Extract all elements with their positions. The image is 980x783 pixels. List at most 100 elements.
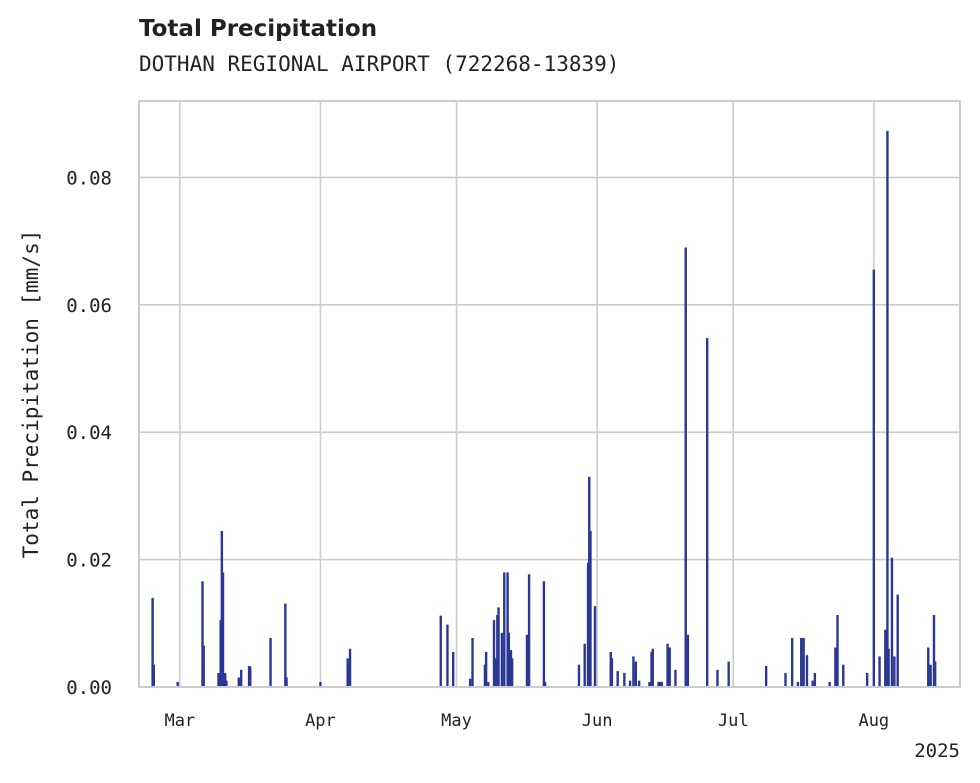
precip-bar: [249, 666, 252, 687]
precip-bar: [527, 574, 531, 687]
precip-bar: [543, 681, 547, 687]
precip-bar: [828, 681, 831, 687]
precip-bar: [634, 661, 638, 687]
precip-bar: [705, 337, 709, 687]
chart-title: Total Precipitation: [139, 16, 378, 42]
precip-bar: [932, 615, 936, 687]
y-tick-label: 0.04: [66, 422, 112, 444]
precip-bar: [319, 681, 322, 687]
precip-bar: [884, 629, 887, 687]
y-tick-label: 0.00: [66, 677, 112, 699]
precip-bar: [933, 661, 937, 687]
precip-bar: [451, 651, 455, 687]
precip-bar: [487, 681, 490, 687]
precip-bar: [616, 671, 619, 687]
precip-bar: [588, 476, 591, 687]
precip-bar: [886, 130, 889, 687]
y-axis-label: Total Precipitation [mm/s]: [19, 230, 43, 559]
precip-bar: [346, 658, 349, 687]
x-tick-label: Aug: [858, 711, 889, 731]
bars: [151, 130, 937, 687]
precip-bar: [525, 634, 529, 687]
precip-bar: [865, 672, 869, 687]
precip-bar: [176, 681, 179, 687]
y-tick-label: 0.02: [66, 550, 112, 572]
precip-bar: [637, 680, 641, 687]
precip-bar: [483, 664, 487, 687]
precip-bar: [628, 680, 632, 687]
year-label: 2025: [914, 740, 960, 762]
x-tick-label: Apr: [305, 711, 336, 731]
precip-bar: [796, 681, 800, 687]
precip-bar: [506, 572, 509, 687]
precip-bar: [666, 643, 669, 687]
precip-bar: [836, 615, 839, 687]
y-tick-label: 0.06: [66, 295, 112, 317]
precip-bar: [577, 664, 581, 687]
grid: [139, 101, 960, 688]
precip-bar: [223, 672, 227, 687]
precip-bar: [500, 632, 504, 687]
precip-bar: [764, 665, 768, 687]
precip-bar: [686, 634, 690, 687]
precip-bar: [439, 615, 442, 687]
y-tick-label: 0.08: [66, 167, 112, 189]
precip-bar: [510, 658, 514, 687]
precip-bar: [468, 678, 472, 687]
precip-bar: [237, 677, 240, 687]
precip-bar: [225, 680, 228, 687]
x-tick-labels: Mar Apr May Jun Jul Aug: [164, 711, 889, 731]
precip-bar: [497, 607, 500, 687]
precip-bar: [221, 572, 225, 687]
precip-bar: [684, 247, 687, 687]
precip-bar: [657, 681, 660, 687]
precip-bar: [152, 664, 156, 687]
precip-bar: [610, 658, 614, 687]
precip-bar: [887, 648, 890, 687]
precip-bar: [872, 269, 876, 687]
precip-bar: [151, 597, 154, 687]
precip-bar: [446, 624, 449, 687]
precip-bar: [347, 664, 351, 687]
chart-subtitle: DOTHAN REGIONAL AIRPORT (722268-13839): [139, 52, 620, 76]
precip-bar: [800, 637, 803, 687]
precip-bar: [842, 664, 845, 687]
precip-bar: [503, 572, 506, 687]
precip-bar: [201, 581, 204, 687]
precip-bar: [716, 669, 719, 687]
precip-bar: [927, 647, 930, 687]
y-tick-labels: 0.00 0.02 0.04 0.06 0.08: [66, 167, 112, 699]
precip-bar: [890, 557, 894, 687]
precip-bar: [651, 648, 654, 687]
precip-bar: [802, 637, 805, 687]
precip-bar: [593, 606, 597, 687]
precip-bar: [727, 661, 730, 687]
precip-bar: [542, 581, 546, 687]
precip-bar: [674, 669, 677, 687]
precip-bar: [929, 664, 932, 687]
precip-bar: [471, 637, 474, 687]
precip-bar: [492, 620, 496, 687]
precip-bar: [896, 594, 899, 687]
plot-frame: [138, 100, 961, 688]
precip-bar: [811, 680, 814, 687]
precip-bar: [583, 643, 586, 687]
precip-bar: [494, 658, 497, 687]
x-tick-label: Mar: [164, 711, 195, 731]
precip-bar: [632, 656, 635, 687]
precip-bar: [507, 632, 511, 687]
precip-bar: [784, 672, 787, 687]
precip-bar: [484, 651, 488, 687]
precip-bar: [217, 672, 220, 687]
precip-bar: [668, 647, 671, 687]
precip-bar: [623, 672, 626, 687]
precip-bar: [285, 677, 288, 687]
precip-bar: [834, 647, 837, 687]
precip-bar: [813, 672, 817, 687]
precip-bar: [805, 655, 809, 687]
x-tick-label: May: [441, 711, 472, 731]
precip-bar: [660, 681, 664, 687]
precip-bar: [893, 656, 896, 687]
precip-bar: [648, 681, 651, 687]
